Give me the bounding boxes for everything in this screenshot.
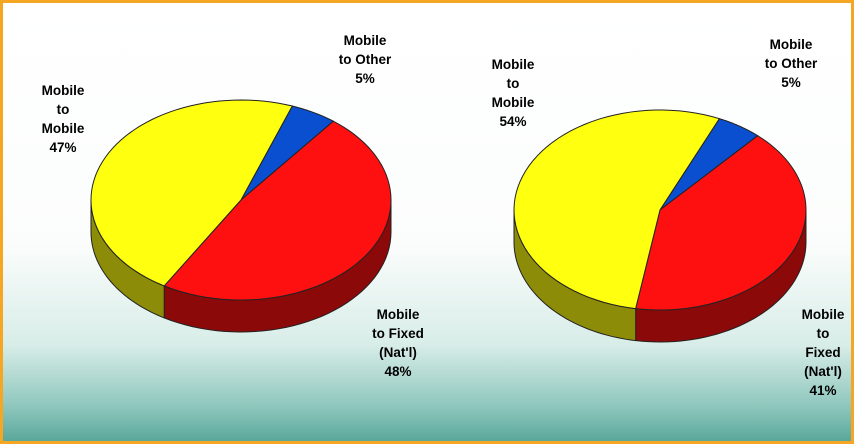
value-label: 48% (384, 364, 412, 379)
slice-label: Mobile to Other 5% (765, 35, 818, 92)
pie-slice (659, 118, 759, 211)
value-label: 5% (781, 75, 801, 90)
slice-label: Mobile to Fixed (Nat'l) 41% (802, 305, 845, 400)
pie-slice (635, 135, 807, 311)
value-label: 41% (809, 383, 837, 398)
slice-label: Mobile to Mobile 47% (42, 81, 85, 157)
charts (90, 99, 807, 343)
slice-label: Mobile to Other 5% (339, 31, 392, 88)
pie-slice (513, 109, 721, 310)
category-label: Mobile to Fixed (Nat'l) (372, 307, 424, 360)
pie-slice (163, 120, 392, 301)
pie-slice (240, 105, 335, 201)
category-label: Mobile to Fixed (Nat'l) (801, 307, 845, 379)
slice-label: Mobile to Fixed (Nat'l) 48% (372, 305, 424, 381)
value-label: 47% (49, 140, 77, 155)
category-label: Mobile to Other (338, 33, 392, 67)
pie-slice (90, 99, 294, 287)
category-label: Mobile to Other (764, 37, 818, 71)
slice-label: Mobile to Mobile 54% (492, 55, 535, 131)
category-label: Mobile to Mobile (41, 83, 85, 136)
value-label: 54% (499, 114, 527, 129)
value-label: 5% (355, 71, 375, 86)
category-label: Mobile to Mobile (491, 57, 535, 110)
